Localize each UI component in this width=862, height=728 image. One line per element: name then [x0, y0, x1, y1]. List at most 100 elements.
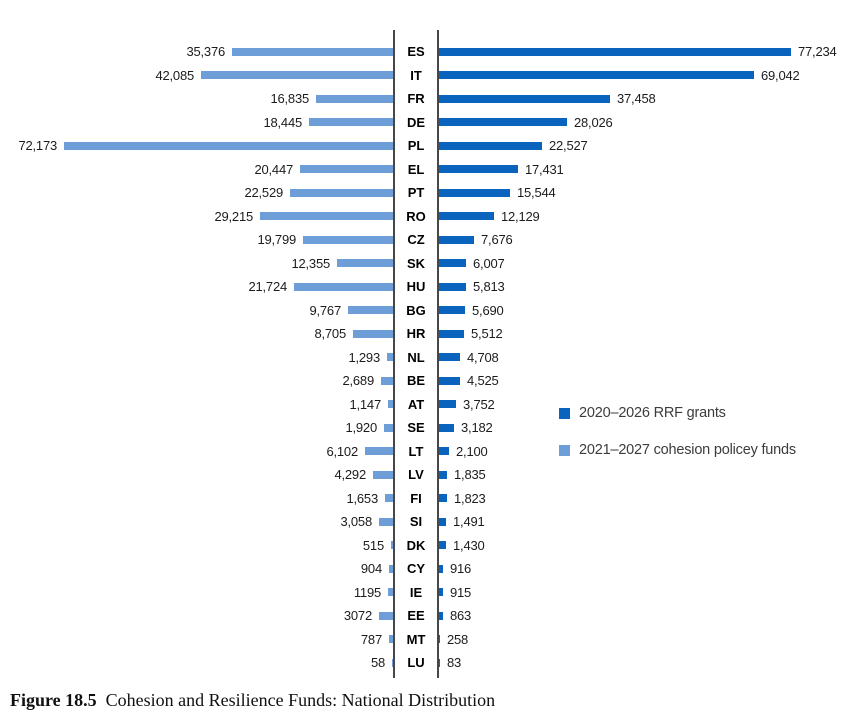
cohesion-bar — [373, 470, 393, 479]
country-code-label: SE — [407, 420, 425, 436]
rrf-cell: 3,182 — [439, 420, 862, 435]
country-code-label: SI — [409, 514, 423, 530]
cohesion-cell: 42,085 — [0, 68, 393, 83]
rrf-bar — [439, 235, 474, 244]
cohesion-bar — [381, 376, 393, 385]
cohesion-value-label: 42,085 — [155, 67, 194, 83]
rrf-cell: 1,430 — [439, 538, 862, 553]
cohesion-bar — [389, 635, 393, 644]
rrf-bar — [439, 564, 443, 573]
chart-row-mt: 787 MT 258 — [0, 628, 862, 652]
cohesion-bar — [384, 423, 393, 432]
country-code-label: RO — [406, 208, 426, 224]
rrf-bar — [439, 188, 510, 197]
cohesion-cell: 4,292 — [0, 467, 393, 482]
rrf-cell: 37,458 — [439, 91, 862, 106]
cohesion-cell: 22,529 — [0, 185, 393, 200]
chart-row-de: 18,445 DE 28,026 — [0, 111, 862, 135]
rrf-bar — [439, 94, 610, 103]
rrf-value-label: 258 — [447, 631, 469, 647]
rrf-bar — [439, 541, 446, 550]
country-code-label: SK — [406, 255, 426, 271]
cohesion-value-label: 16,835 — [270, 91, 309, 107]
cohesion-cell: 21,724 — [0, 279, 393, 294]
chart-row-pt: 22,529 PT 15,544 — [0, 181, 862, 205]
rrf-legend-swatch — [559, 407, 570, 419]
rrf-bar — [439, 71, 754, 80]
rrf-cell: 916 — [439, 561, 862, 576]
cohesion-bar — [260, 212, 393, 221]
country-code-label: EL — [407, 161, 425, 177]
chart-row-be: 2,689 BE 4,525 — [0, 369, 862, 393]
rrf-value-label: 12,129 — [501, 208, 540, 224]
cohesion-value-label: 1,293 — [348, 349, 380, 365]
cohesion-cell: 2,689 — [0, 373, 393, 388]
country-code-label: EE — [407, 608, 425, 624]
rrf-cell: 1,823 — [439, 491, 862, 506]
chart-row-dk: 515 DK 1,430 — [0, 534, 862, 558]
chart-row-pl: 72,173 PL 22,527 — [0, 134, 862, 158]
rrf-cell: 77,234 — [439, 44, 862, 59]
cohesion-value-label: 12,355 — [291, 255, 330, 271]
chart-row-cz: 19,799 CZ 7,676 — [0, 228, 862, 252]
rrf-value-label: 15,544 — [517, 185, 556, 201]
rrf-bar — [439, 447, 449, 456]
rrf-value-label: 2,100 — [456, 443, 488, 459]
rrf-value-label: 915 — [450, 584, 472, 600]
country-code-label: FI — [410, 490, 422, 506]
rrf-value-label: 83 — [447, 655, 462, 671]
cohesion-bar — [64, 141, 393, 150]
rrf-legend-label: 2020–2026 RRF grants — [579, 405, 726, 421]
rrf-bar — [439, 212, 494, 221]
cohesion-bar — [303, 235, 393, 244]
cohesion-value-label: 72,173 — [18, 138, 57, 154]
chart-row-ee: 3072 EE 863 — [0, 604, 862, 628]
country-code-label: DE — [406, 114, 426, 130]
rrf-value-label: 4,525 — [467, 373, 499, 389]
cohesion-bar — [385, 494, 393, 503]
rrf-bar — [439, 658, 440, 667]
country-code-label: FR — [407, 91, 425, 107]
rrf-bar — [439, 282, 466, 291]
rrf-value-label: 17,431 — [525, 161, 564, 177]
country-code-label: CZ — [407, 232, 425, 248]
cohesion-bar — [365, 447, 393, 456]
cohesion-bar — [290, 188, 393, 197]
chart-row-lt: 6,102 LT 2,100 — [0, 440, 862, 464]
rrf-value-label: 5,690 — [472, 302, 504, 318]
cohesion-value-label: 3072 — [343, 608, 372, 624]
legend-item-cohesion-funds: 2021–2027 cohesion policey funds — [559, 442, 796, 458]
cohesion-bar — [392, 658, 393, 667]
rrf-bar — [439, 400, 456, 409]
rrf-cell: 69,042 — [439, 68, 862, 83]
country-code-label: MT — [406, 631, 426, 647]
cohesion-cell: 787 — [0, 632, 393, 647]
rrf-value-label: 1,491 — [453, 514, 485, 530]
rrf-value-label: 37,458 — [617, 91, 656, 107]
rrf-value-label: 69,042 — [761, 67, 800, 83]
country-code-label: HR — [406, 326, 426, 342]
chart-row-cy: 904 CY 916 — [0, 557, 862, 581]
cohesion-cell: 6,102 — [0, 444, 393, 459]
rrf-value-label: 1,430 — [453, 537, 485, 553]
chart-row-at: 1,147 AT 3,752 — [0, 393, 862, 417]
rrf-bar — [439, 588, 443, 597]
cohesion-bar — [201, 71, 393, 80]
cohesion-cell: 9,767 — [0, 303, 393, 318]
chart-row-hr: 8,705 HR 5,512 — [0, 322, 862, 346]
chart-row-lv: 4,292 LV 1,835 — [0, 463, 862, 487]
cohesion-value-label: 2,689 — [342, 373, 374, 389]
cohesion-cell: 904 — [0, 561, 393, 576]
cohesion-cell: 1,293 — [0, 350, 393, 365]
rrf-value-label: 5,813 — [473, 279, 505, 295]
cohesion-cell: 58 — [0, 655, 393, 670]
country-code-label: LU — [407, 655, 425, 671]
cohesion-value-label: 1,920 — [345, 420, 377, 436]
rrf-bar — [439, 47, 791, 56]
chart-row-sk: 12,355 SK 6,007 — [0, 252, 862, 276]
cohesion-bar — [388, 400, 393, 409]
figure-title: Cohesion and Resilience Funds: National … — [105, 690, 496, 710]
cohesion-value-label: 58 — [370, 655, 385, 671]
cohesion-resilience-tornado-chart: 35,376 ES 77,234 42,085 IT 69,042 16,835 FR 37,4… — [0, 30, 862, 678]
country-code-label: PT — [407, 185, 425, 201]
